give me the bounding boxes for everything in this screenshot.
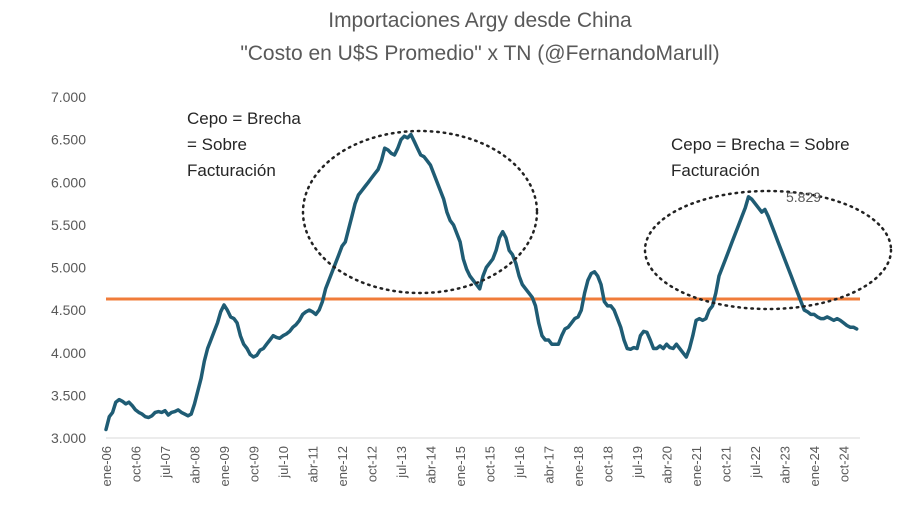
y-tick-label: 5.500 (51, 217, 86, 233)
chart-title-line2: "Costo en U$S Promedio" x TN (@FernandoM… (240, 42, 719, 65)
x-tick-label: ene-06 (99, 446, 114, 486)
highlight-ellipse-2012-2015 (301, 129, 539, 295)
x-tick-label: oct-09 (247, 446, 262, 482)
y-tick-label: 5.000 (51, 260, 86, 276)
x-tick-label: oct-21 (719, 446, 734, 482)
y-tick-label: 4.000 (51, 345, 86, 361)
series-line (104, 132, 859, 432)
x-tick-label: abr-14 (424, 446, 439, 484)
x-tick-label: jul-10 (276, 446, 291, 479)
x-tick-label: jul-19 (630, 446, 645, 479)
x-tick-label: ene-15 (453, 446, 468, 486)
annotation-left-line3: Facturación (187, 161, 276, 180)
x-tick-label: ene-24 (807, 446, 822, 486)
x-tick-label: ene-09 (217, 446, 232, 486)
y-tick-label: 6.000 (51, 174, 86, 190)
x-tick-label: oct-24 (837, 446, 852, 482)
x-axis-tick-labels: ene-06 oct-06 jul-07 abr-08 ene-09 oct-09 jul-… (99, 446, 852, 486)
y-tick-label: 3.000 (51, 430, 86, 446)
y-tick-label: 6.500 (51, 132, 86, 148)
x-tick-label: oct-06 (129, 446, 144, 482)
x-tick-label: abr-08 (188, 446, 203, 484)
x-tick-label: abr-11 (306, 446, 321, 483)
y-tick-label: 3.500 (51, 387, 86, 403)
y-tick-label: 7.000 (51, 89, 86, 105)
chart-title-line1: Importaciones Argy desde China (328, 9, 632, 32)
x-tick-label: jul-22 (748, 446, 763, 479)
x-tick-label: abr-17 (542, 446, 557, 484)
x-tick-label: ene-12 (335, 446, 350, 486)
x-tick-label: ene-21 (689, 446, 704, 486)
x-tick-label: jul-13 (394, 446, 409, 479)
annotation-left-line1: Cepo = Brecha (187, 109, 301, 128)
x-tick-label: abr-20 (660, 446, 675, 484)
x-tick-label: jul-07 (158, 446, 173, 479)
x-tick-label: oct-12 (365, 446, 380, 482)
annotation-right-line1: Cepo = Brecha = Sobre (671, 135, 850, 154)
y-tick-label: 4.500 (51, 302, 86, 318)
x-tick-label: oct-18 (601, 446, 616, 482)
annotation-left-line2: = Sobre (187, 135, 247, 154)
highlight-ellipse-2021-2024 (643, 189, 893, 311)
annotation-right: Cepo = Brecha = Sobre Facturación (671, 135, 854, 180)
y-axis-tick-labels: 3.000 3.500 4.000 4.500 5.000 5.500 6.000 6.500… (51, 89, 86, 446)
annotation-right-line2: Facturación (671, 161, 760, 180)
peak-data-label: 5.829 (786, 189, 821, 205)
x-tick-label: oct-15 (483, 446, 498, 482)
x-tick-label: ene-18 (571, 446, 586, 486)
annotation-left: Cepo = Brecha = Sobre Facturación (187, 109, 306, 180)
x-tick-label: jul-16 (512, 446, 527, 479)
x-tick-label: abr-23 (778, 446, 793, 484)
